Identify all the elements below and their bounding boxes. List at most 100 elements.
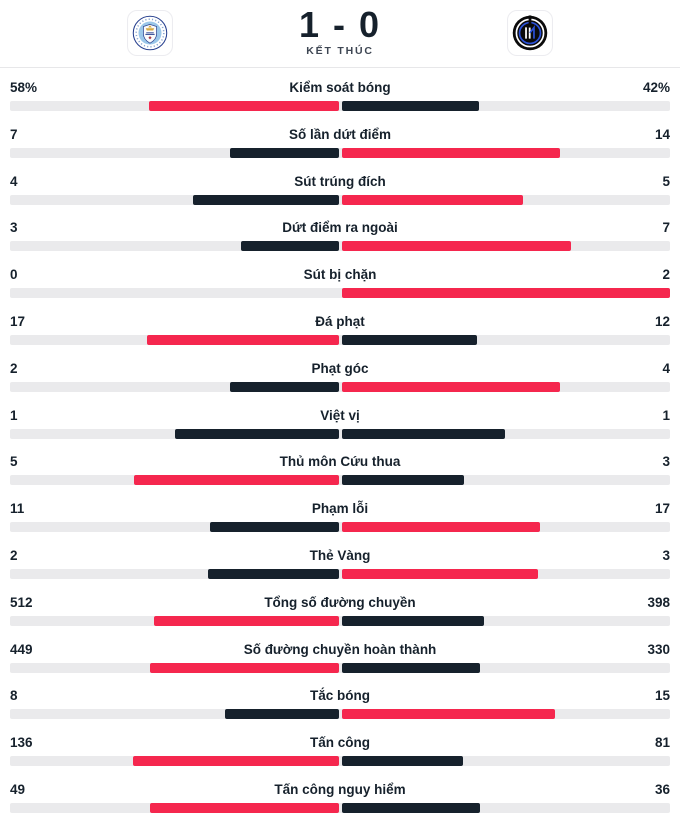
away-bar-fill — [341, 194, 524, 205]
stat-row: 49 Tấn công nguy hiểm 36 — [0, 773, 680, 820]
stat-row: 4 Sút trúng đích 5 — [0, 165, 680, 212]
away-bar-fill — [341, 756, 464, 767]
stat-row: 2 Phạt góc 4 — [0, 352, 680, 399]
away-value: 17 — [654, 501, 670, 517]
away-value: 1 — [662, 407, 670, 423]
away-bar-fill — [341, 381, 560, 392]
home-value: 449 — [10, 641, 33, 657]
home-bar-fill — [175, 428, 339, 439]
stat-label: Việt vị — [320, 407, 360, 423]
home-bar-fill — [149, 802, 339, 813]
home-value: 2 — [10, 547, 18, 563]
stat-row: 2 Thẻ Vàng 3 — [0, 539, 680, 586]
stat-bar-track — [10, 756, 670, 767]
stat-row-values: 7 Số lần dứt điểm 14 — [10, 127, 670, 143]
away-bar-fill — [341, 288, 670, 299]
away-bar-fill — [341, 615, 485, 626]
home-team-logo — [127, 10, 173, 56]
away-value: 7 — [662, 220, 670, 236]
stat-label: Sút bị chặn — [303, 267, 377, 283]
header-divider — [0, 67, 680, 68]
stat-row: 449 Số đường chuyền hoàn thành 330 — [0, 633, 680, 680]
stat-row-values: 1 Việt vị 1 — [10, 408, 670, 424]
stat-bar-track — [10, 662, 670, 673]
home-bar-fill — [208, 568, 339, 579]
away-value: 81 — [654, 735, 670, 751]
stat-row-values: 512 Tổng số đường chuyền 398 — [10, 595, 670, 611]
home-value: 8 — [10, 688, 18, 704]
stat-row-values: 5 Thủ môn Cứu thua 3 — [10, 454, 670, 470]
away-bar-fill — [341, 334, 477, 345]
stat-row-values: 58% Kiểm soát bóng 42% — [10, 80, 670, 96]
stat-row: 5 Thủ môn Cứu thua 3 — [0, 445, 680, 492]
away-value: 5 — [662, 173, 670, 189]
stat-row: 8 Tắc bóng 15 — [0, 679, 680, 726]
stat-label: Thẻ Vàng — [309, 547, 371, 563]
home-bar-fill — [225, 709, 339, 720]
stat-bar-track — [10, 241, 670, 252]
stat-row: 1 Việt vị 1 — [0, 399, 680, 446]
stat-bar-track — [10, 428, 670, 439]
stat-bar-track — [10, 475, 670, 486]
home-bar-fill — [149, 662, 339, 673]
score: 1 - 0 — [298, 4, 382, 45]
away-bar-fill — [341, 568, 538, 579]
score-block: 1 - 0 KẾT THÚC — [298, 4, 382, 58]
away-value: 42% — [642, 80, 670, 95]
stat-row-values: 136 Tấn công 81 — [10, 735, 670, 751]
stat-row: 3 Dứt điểm ra ngoài 7 — [0, 211, 680, 258]
stat-row-values: 4 Sút trúng đích 5 — [10, 174, 670, 190]
away-value: 2 — [662, 267, 670, 283]
home-value: 1 — [10, 407, 18, 423]
home-bar-fill — [230, 147, 339, 158]
stat-label: Tắc bóng — [310, 688, 370, 704]
home-bar-fill — [146, 334, 339, 345]
away-value: 3 — [662, 547, 670, 563]
home-bar-fill — [193, 194, 339, 205]
stat-row-values: 49 Tấn công nguy hiểm 36 — [10, 782, 670, 798]
home-value: 512 — [10, 594, 33, 610]
home-value: 58% — [10, 80, 38, 95]
home-value: 4 — [10, 173, 18, 189]
stat-label: Dứt điểm ra ngoài — [282, 220, 398, 236]
away-value: 15 — [654, 688, 670, 704]
home-bar-fill — [241, 241, 339, 252]
home-bar-fill — [148, 101, 339, 111]
stat-bar-track — [10, 101, 670, 111]
away-bar-fill — [341, 428, 505, 439]
stat-bar-track — [10, 381, 670, 392]
away-team-logo — [507, 10, 553, 56]
home-value: 17 — [10, 313, 26, 329]
home-value: 3 — [10, 220, 18, 236]
home-bar-fill — [230, 381, 339, 392]
stat-label: Tấn công nguy hiểm — [274, 781, 406, 797]
home-bar-fill — [210, 522, 339, 533]
away-bar-fill — [341, 802, 480, 813]
stat-bar-track — [10, 522, 670, 533]
stat-bar-track — [10, 334, 670, 345]
home-value: 7 — [10, 126, 18, 142]
stat-row: 11 Phạm lỗi 17 — [0, 492, 680, 539]
away-value: 3 — [662, 454, 670, 470]
stat-bar-track — [10, 802, 670, 813]
stat-label: Kiểm soát bóng — [289, 80, 391, 95]
home-value: 2 — [10, 360, 18, 376]
stat-label: Thủ môn Cứu thua — [279, 454, 401, 470]
stat-row: 7 Số lần dứt điểm 14 — [0, 118, 680, 165]
stat-row-values: 449 Số đường chuyền hoàn thành 330 — [10, 642, 670, 658]
inter-milan-crest-icon — [507, 10, 553, 56]
stat-row: 136 Tấn công 81 — [0, 726, 680, 773]
away-value: 4 — [662, 360, 670, 376]
stats-list: 58% Kiểm soát bóng 42% 7 Số lần dứt điểm 14 4 S… — [0, 68, 680, 820]
away-bar-fill — [341, 475, 464, 486]
match-status: KẾT THÚC — [306, 45, 374, 57]
home-value: 11 — [10, 501, 25, 517]
stat-row-values: 0 Sút bị chặn 2 — [10, 267, 670, 283]
stat-label: Sút trúng đích — [294, 173, 386, 189]
stat-row-values: 8 Tắc bóng 15 — [10, 688, 670, 704]
stat-label: Phạm lỗi — [311, 501, 369, 517]
stat-label: Tấn công — [310, 735, 370, 751]
stat-label: Số đường chuyền hoàn thành — [243, 641, 437, 657]
stat-row: 17 Đá phạt 12 — [0, 305, 680, 352]
stat-row-values: 2 Thẻ Vàng 3 — [10, 548, 670, 564]
